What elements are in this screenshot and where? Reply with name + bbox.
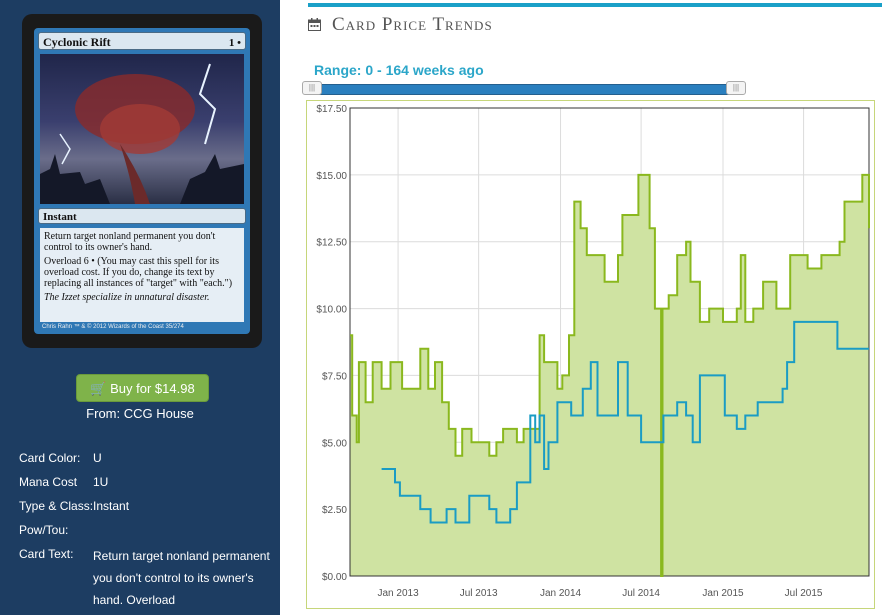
card-rules-text: Return target nonland permanent you don'… bbox=[44, 231, 216, 253]
card-type-line: Instant bbox=[38, 208, 246, 224]
price-trend-chart: $0.00 $2.50 $5.00 $7.50 $10.00 $12.50 $15.00 $1… bbox=[306, 100, 875, 609]
range-slider-left-handle[interactable]: ||| bbox=[302, 81, 322, 95]
y-tick-label: $15.00 bbox=[316, 171, 347, 182]
y-tick-label: $12.50 bbox=[316, 238, 347, 249]
mana-cost-value: 1U bbox=[93, 475, 109, 489]
type-class-label: Type & Class: bbox=[19, 499, 94, 513]
shopping-cart-icon: 🛒 bbox=[90, 381, 107, 396]
type-class-value: Instant bbox=[93, 499, 130, 513]
x-tick-label: Jul 2015 bbox=[785, 588, 823, 599]
cyclone-art-illustration bbox=[40, 63, 244, 204]
card-artist-credit: Chris Rahn ™ & © 2012 Wizards of the Coa… bbox=[42, 324, 184, 330]
y-tick-label: $17.50 bbox=[316, 104, 347, 115]
card-overload-text: Overload 6 • (You may cast this spell fo… bbox=[44, 256, 233, 289]
series-1-area bbox=[350, 174, 869, 576]
plot-border bbox=[349, 107, 870, 577]
pow-tou-label: Pow/Tou: bbox=[19, 523, 69, 537]
x-tick-label: Jan 2013 bbox=[377, 588, 419, 599]
x-tick-label: Jan 2014 bbox=[540, 588, 582, 599]
card-flavor-text: The Izzet specialize in unnatural disast… bbox=[44, 292, 210, 303]
buy-button-label: Buy for $14.98 bbox=[110, 381, 195, 396]
card-artist: Chris Rahn bbox=[42, 324, 73, 330]
series-1-line bbox=[350, 173, 870, 577]
card-copyright: ™ & © 2012 Wizards of the Coast 35/274 bbox=[73, 324, 184, 330]
range-slider-right-handle[interactable]: ||| bbox=[726, 81, 746, 95]
y-tick-label: $5.00 bbox=[322, 438, 347, 449]
card-color-value: U bbox=[93, 451, 102, 465]
x-tick-label: Jan 2015 bbox=[702, 588, 744, 599]
card-frame: Cyclonic Rift 1 • Instant Return target … bbox=[34, 28, 250, 334]
card-name: Cyclonic Rift bbox=[43, 35, 111, 49]
x-tick-label: Jul 2013 bbox=[460, 588, 498, 599]
x-tick-label: Jul 2014 bbox=[622, 588, 660, 599]
section-top-rule bbox=[308, 3, 882, 7]
y-tick-label: $10.00 bbox=[316, 305, 347, 316]
y-tick-label: $7.50 bbox=[322, 371, 347, 382]
card-artwork bbox=[40, 54, 244, 204]
y-tick-label: $0.00 bbox=[322, 572, 347, 583]
card-sidebar: Cyclonic Rift 1 • Instant Return target … bbox=[0, 0, 280, 615]
y-tick-label: $2.50 bbox=[322, 505, 347, 516]
card-text-box: Return target nonland permanent you don'… bbox=[40, 228, 244, 322]
price-trends-title: Card Price Trends bbox=[332, 14, 493, 35]
card-image: Cyclonic Rift 1 • Instant Return target … bbox=[22, 14, 262, 348]
card-name-bar: Cyclonic Rift 1 • bbox=[38, 32, 246, 50]
card-mana-cost: 1 • bbox=[228, 37, 241, 49]
series-2-line bbox=[381, 320, 869, 524]
range-slider-track[interactable] bbox=[306, 84, 744, 95]
card-text-label: Card Text: bbox=[19, 547, 74, 561]
mana-cost-label: Mana Cost bbox=[19, 475, 78, 489]
card-color-label: Card Color: bbox=[19, 451, 81, 465]
seller-label: From: CCG House bbox=[86, 406, 194, 421]
calendar-icon bbox=[308, 18, 321, 31]
range-label: Range: 0 - 164 weeks ago bbox=[314, 62, 484, 78]
card-text-value: Return target nonland permanent you don'… bbox=[93, 549, 270, 607]
buy-button[interactable]: 🛒 Buy for $14.98 bbox=[76, 374, 209, 402]
